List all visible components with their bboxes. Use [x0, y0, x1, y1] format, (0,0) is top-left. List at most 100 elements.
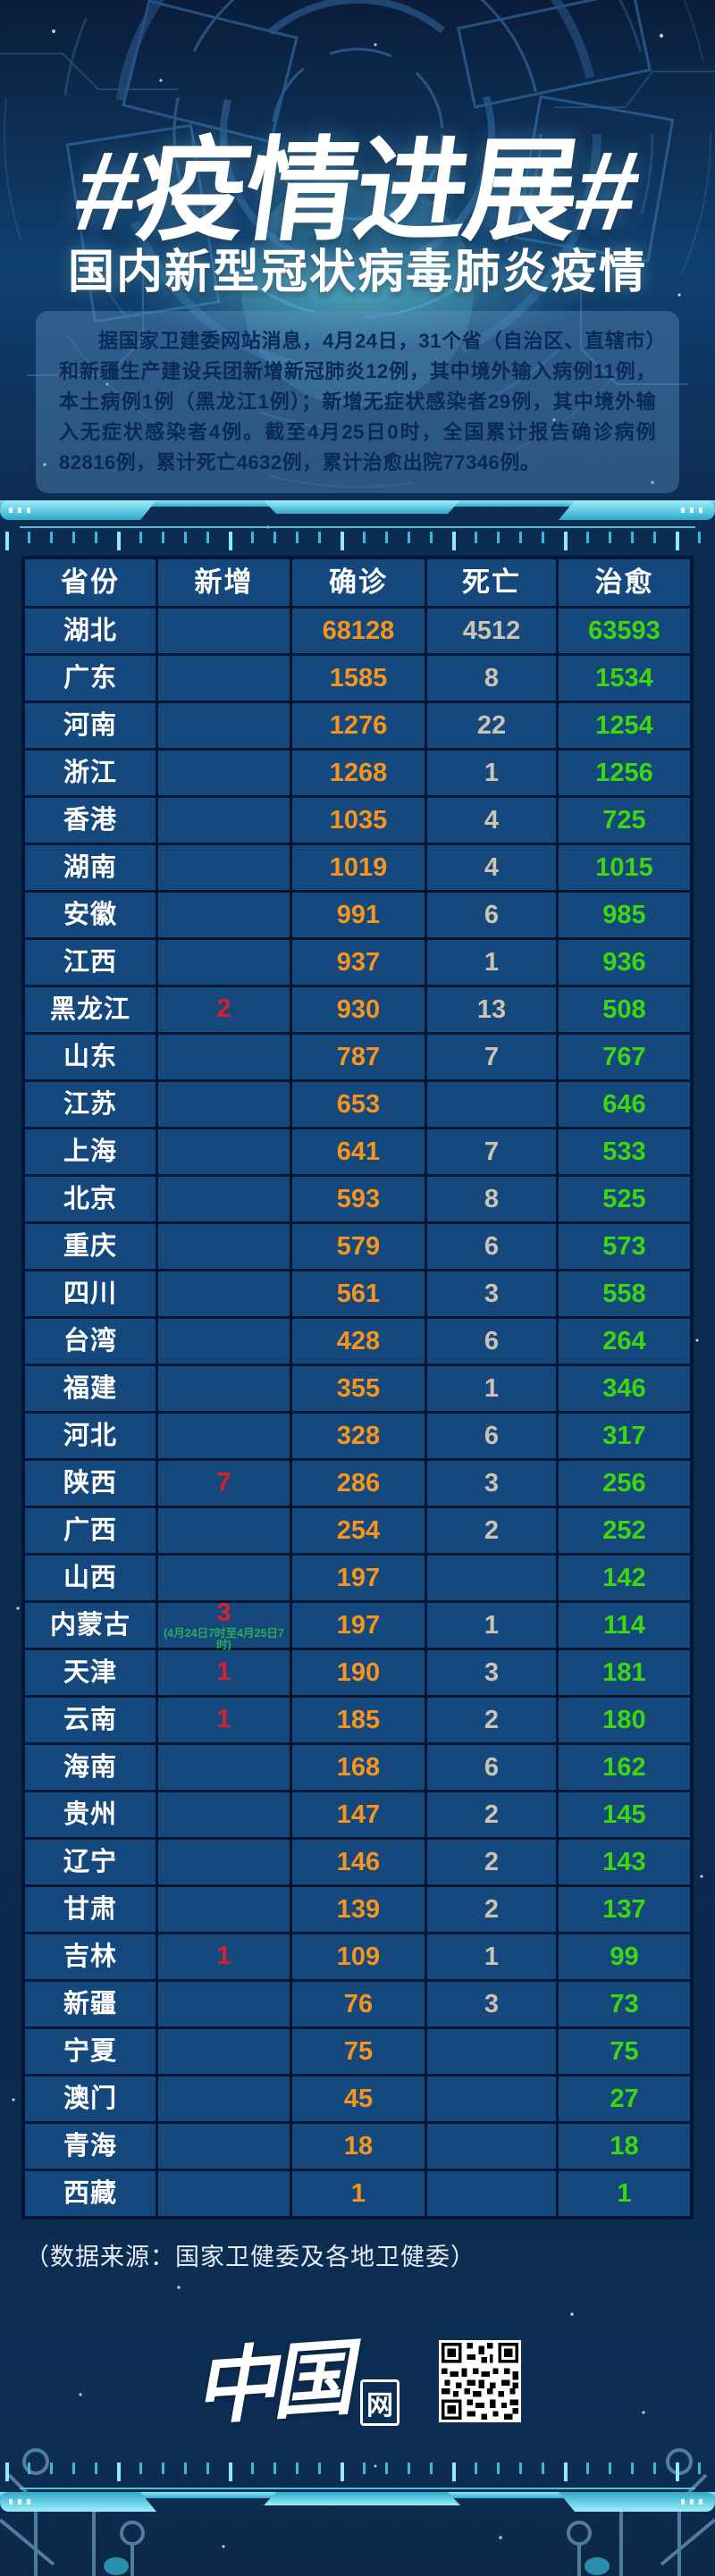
province-name: 重庆	[25, 1224, 156, 1269]
table-row: 天津 1 190 3 181	[25, 1650, 690, 1695]
confirmed-cell: 930	[292, 987, 425, 1032]
divider-cap-right	[559, 2492, 715, 2512]
new-cases-cell: 1	[158, 1698, 290, 1742]
province-name: 河南	[25, 703, 156, 748]
cured-cell: 508	[559, 987, 690, 1032]
table-row: 四川 561 3 558	[25, 1271, 690, 1316]
deaths-cell: 1	[427, 1366, 556, 1411]
ruler-ticks	[5, 532, 710, 551]
news-summary-panel: 据国家卫建委网站消息，4月24日，31个省（自治区、直辖市）和新疆生产建设兵团新…	[36, 311, 679, 493]
province-name: 澳门	[25, 2077, 156, 2121]
province-name: 云南	[25, 1698, 156, 1742]
new-cases-cell: 3 (4月24日7时至4月25日7时)	[158, 1599, 290, 1650]
table-row: 安徽 991 6 985	[25, 893, 690, 937]
province-name: 西藏	[25, 2171, 156, 2216]
province-name: 吉林	[25, 1934, 156, 1979]
confirmed-cell: 254	[292, 1508, 425, 1553]
deaths-cell: 6	[427, 1319, 556, 1364]
new-cases-cell	[158, 1745, 290, 1790]
table-row: 陕西 7 286 3 256	[25, 1461, 690, 1506]
cured-cell: 137	[559, 1887, 690, 1932]
new-cases-cell	[158, 893, 290, 937]
new-cases-cell	[158, 1508, 290, 1553]
deaths-cell	[427, 2077, 556, 2121]
divider-line	[20, 526, 695, 528]
province-name: 山西	[25, 1556, 156, 1600]
table-row: 宁夏 75 75	[25, 2029, 690, 2074]
deaths-cell	[427, 2029, 556, 2074]
province-name: 黑龙江	[25, 987, 156, 1032]
deaths-cell: 6	[427, 1414, 556, 1458]
new-cases-cell	[158, 2124, 290, 2169]
cured-cell: 18	[559, 2124, 690, 2169]
table-row: 河南 1276 22 1254	[25, 703, 690, 748]
table-row: 贵州 147 2 145	[25, 1792, 690, 1837]
cured-cell: 1015	[559, 845, 690, 890]
col-header-confirmed: 确诊	[292, 559, 425, 606]
new-cases-cell	[158, 1366, 290, 1411]
cured-cell: 1534	[559, 656, 690, 701]
deaths-cell: 4	[427, 798, 556, 843]
deaths-cell: 22	[427, 703, 556, 748]
confirmed-cell: 139	[292, 1887, 425, 1932]
confirmed-cell: 593	[292, 1177, 425, 1221]
publisher-logo-row: 中国 网	[0, 2321, 715, 2446]
new-cases-cell	[158, 751, 290, 795]
table-row: 重庆 579 6 573	[25, 1224, 690, 1269]
confirmed-cell: 190	[292, 1650, 425, 1695]
province-name: 上海	[25, 1129, 156, 1174]
confirmed-cell: 18	[292, 2124, 425, 2169]
col-header-cured: 治愈	[559, 559, 690, 606]
deaths-cell: 1	[427, 1934, 556, 1979]
deaths-cell	[427, 1556, 556, 1600]
top-divider-band	[0, 500, 715, 554]
table-row: 江苏 653 646	[25, 1082, 690, 1127]
confirmed-cell: 428	[292, 1319, 425, 1364]
table-row: 香港 1035 4 725	[25, 798, 690, 843]
confirmed-cell: 75	[292, 2029, 425, 2074]
new-cases-cell: 1	[158, 1650, 290, 1695]
data-source-note: （数据来源：国家卫健委及各地卫健委）	[25, 2244, 475, 2270]
province-name: 天津	[25, 1650, 156, 1695]
cap-dashes	[681, 2499, 706, 2505]
table-row: 江西 937 1 936	[25, 940, 690, 985]
deaths-cell: 2	[427, 1792, 556, 1837]
table-row: 吉林 1 109 1 99	[25, 1934, 690, 1979]
table-row: 内蒙古 3 (4月24日7时至4月25日7时) 197 1 114	[25, 1599, 690, 1650]
new-cases-cell	[158, 1840, 290, 1884]
cured-cell: 767	[559, 1035, 690, 1079]
province-name: 贵州	[25, 1792, 156, 1837]
china-net-logo-suffix: 网	[360, 2379, 400, 2426]
new-cases-cell	[158, 2171, 290, 2216]
table-row: 辽宁 146 2 143	[25, 1840, 690, 1884]
confirmed-cell: 579	[292, 1224, 425, 1269]
deaths-cell: 7	[427, 1035, 556, 1079]
province-name: 北京	[25, 1177, 156, 1221]
new-cases-cell	[158, 798, 290, 843]
deaths-cell: 2	[427, 1887, 556, 1932]
province-name: 辽宁	[25, 1840, 156, 1884]
province-name: 台湾	[25, 1319, 156, 1364]
deaths-cell: 3	[427, 1650, 556, 1695]
cured-cell: 346	[559, 1366, 690, 1411]
confirmed-cell: 76	[292, 1982, 425, 2026]
province-name: 青海	[25, 2124, 156, 2169]
table-row: 甘肃 139 2 137	[25, 1887, 690, 1932]
deaths-cell: 4	[427, 845, 556, 890]
new-cases-cell	[158, 1556, 290, 1600]
table-row: 海南 168 6 162	[25, 1745, 690, 1790]
deaths-cell: 7	[427, 1129, 556, 1174]
confirmed-cell: 197	[292, 1603, 425, 1648]
new-cases-cell	[158, 1129, 290, 1174]
deaths-cell: 2	[427, 1698, 556, 1742]
cured-cell: 725	[559, 798, 690, 843]
confirmed-cell: 197	[292, 1556, 425, 1600]
province-table: 省份 新增 确诊 死亡 治愈 湖北 68128 4512 63593 广东	[21, 556, 694, 2219]
divider-cap-center	[264, 2492, 460, 2505]
cured-cell: 525	[559, 1177, 690, 1221]
confirmed-cell: 45	[292, 2077, 425, 2121]
province-name: 山东	[25, 1035, 156, 1079]
deaths-cell: 2	[427, 1840, 556, 1884]
table-row: 台湾 428 6 264	[25, 1319, 690, 1364]
new-cases-cell	[158, 1414, 290, 1458]
